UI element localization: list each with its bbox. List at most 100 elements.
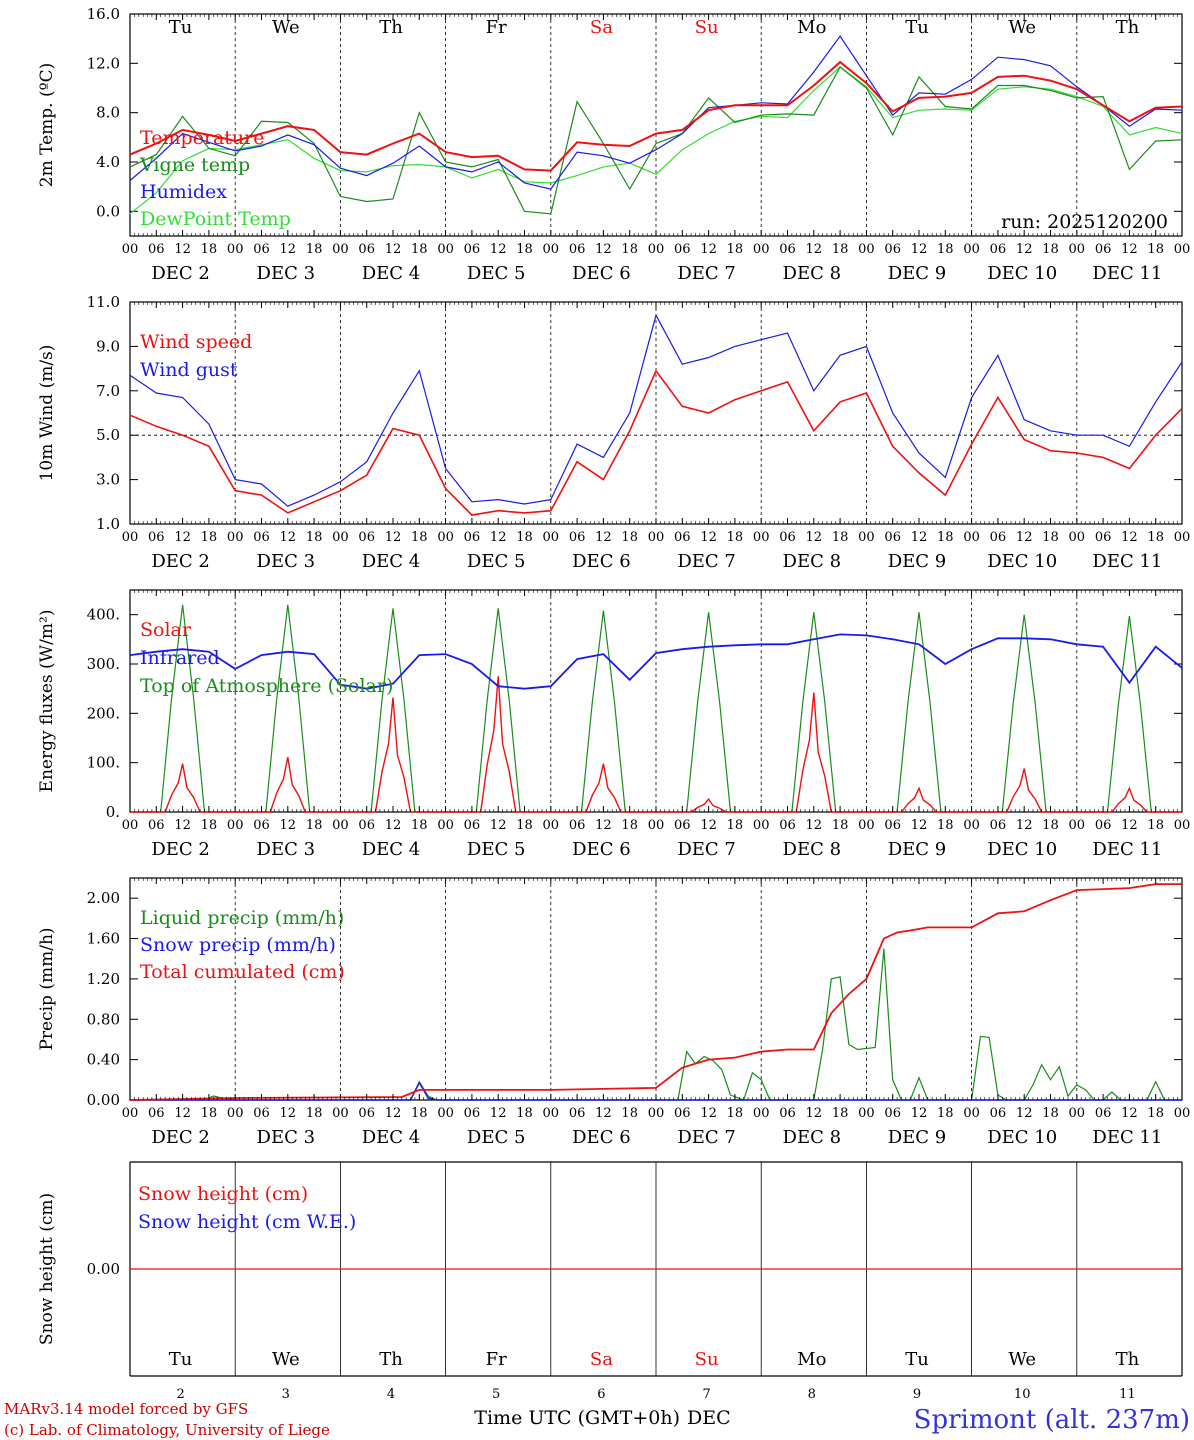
location-label: Sprimont (alt. 237m)	[914, 1405, 1190, 1435]
y-tick-label: 5.0	[96, 426, 120, 444]
date-label: DEC 11	[1092, 263, 1162, 284]
date-label: DEC 4	[362, 1127, 421, 1148]
hour-label: 18	[516, 818, 533, 833]
hour-label: 06	[779, 818, 796, 833]
hour-label: 06	[779, 530, 796, 545]
hour-label: 06	[884, 818, 901, 833]
hour-label: 18	[937, 530, 954, 545]
hour-label: 18	[201, 818, 218, 833]
date-label: DEC 3	[257, 1127, 316, 1148]
legend-entry: Infrared	[140, 647, 220, 669]
hour-label: 12	[911, 818, 928, 833]
run-label: run: 2025120200	[1001, 211, 1168, 233]
hour-label: 06	[253, 818, 270, 833]
legend-entry: Temperature	[140, 127, 264, 149]
hour-label: 18	[306, 818, 323, 833]
hour-label: 12	[385, 242, 402, 257]
hour-label: 00	[753, 242, 770, 257]
series-line-infrared	[129, 633, 1183, 690]
hour-label: 18	[621, 242, 638, 257]
date-label: DEC 9	[888, 263, 947, 284]
hour-label: 06	[569, 1106, 586, 1121]
date-label: DEC 7	[677, 1127, 736, 1148]
hour-label: 12	[911, 1106, 928, 1121]
date-label: DEC 5	[467, 551, 526, 572]
y-tick-label: 9.0	[96, 337, 120, 355]
hour-label: 00	[1174, 242, 1191, 257]
day-name: We	[272, 1349, 300, 1370]
hour-label: 18	[937, 818, 954, 833]
hour-label: 18	[937, 242, 954, 257]
day-name: Th	[379, 17, 403, 38]
date-label: DEC 4	[362, 839, 421, 860]
hour-label: 12	[595, 242, 612, 257]
hour-label: 12	[1121, 818, 1138, 833]
hour-label: 00	[963, 818, 980, 833]
hour-label: 18	[306, 242, 323, 257]
hour-label: 00	[332, 818, 349, 833]
y-tick-label: 0.40	[87, 1051, 120, 1069]
hour-label: 18	[1042, 530, 1059, 545]
date-label: DEC 5	[467, 1127, 526, 1148]
hour-label: 06	[148, 242, 165, 257]
y-tick-label: 12.0	[87, 54, 120, 72]
y-tick-label: 1.60	[87, 930, 120, 948]
day-number: 11	[1119, 1387, 1136, 1402]
date-label: DEC 2	[151, 839, 210, 860]
hour-label: 00	[963, 1106, 980, 1121]
hour-label: 12	[490, 242, 507, 257]
hour-label: 06	[884, 1106, 901, 1121]
day-name: We	[1008, 1349, 1036, 1370]
hour-label: 12	[1121, 1106, 1138, 1121]
day-name: Tu	[169, 17, 193, 38]
legend-entry: Wind gust	[140, 359, 238, 381]
hour-label: 06	[884, 242, 901, 257]
series-line-vigne-temp	[129, 66, 1183, 215]
hour-label: 18	[1042, 242, 1059, 257]
hour-label: 00	[1069, 818, 1086, 833]
time-axis-2: 00 06 12 18 DEC 2 00 06 12 18 DEC 3 00 06 12 18 DEC 4 0…	[122, 590, 1190, 860]
hour-label: 00	[858, 530, 875, 545]
hour-label: 06	[1095, 530, 1112, 545]
hour-label: 06	[464, 818, 481, 833]
day-name: Su	[695, 17, 719, 38]
hour-label: 06	[464, 242, 481, 257]
y-tick-label: 200.	[87, 704, 120, 722]
hour-label: 00	[437, 1106, 454, 1121]
y-tick-label: 300.	[87, 655, 120, 673]
hour-label: 12	[1121, 530, 1138, 545]
hour-label: 12	[911, 242, 928, 257]
hour-label: 06	[464, 530, 481, 545]
day-number: 3	[282, 1387, 290, 1402]
hour-label: 00	[858, 1106, 875, 1121]
hour-label: 00	[122, 818, 139, 833]
date-label: DEC 5	[467, 263, 526, 284]
hour-label: 00	[332, 1106, 349, 1121]
date-label: DEC 3	[257, 263, 316, 284]
hour-label: 12	[1016, 530, 1033, 545]
hour-label: 12	[280, 818, 297, 833]
hour-label: 00	[1069, 242, 1086, 257]
hour-label: 18	[306, 530, 323, 545]
date-label: DEC 3	[257, 551, 316, 572]
hour-label: 00	[122, 242, 139, 257]
legend-0: Temperature Vigne temp Humidex DewPoint Tem…	[139, 127, 291, 230]
day-name: Fr	[486, 17, 507, 38]
hour-label: 00	[1174, 1106, 1191, 1121]
day-name: Fr	[486, 1349, 507, 1370]
hour-label: 06	[358, 1106, 375, 1121]
hour-label: 00	[1174, 530, 1191, 545]
day-number: 2	[176, 1387, 184, 1402]
y-tick-label: 7.0	[96, 382, 120, 400]
hour-label: 18	[201, 530, 218, 545]
hour-label: 18	[832, 818, 849, 833]
y-axis-label: Snow height (cm)	[37, 1193, 57, 1345]
hour-label: 18	[1042, 1106, 1059, 1121]
hour-label: 12	[490, 530, 507, 545]
legend-entry: Snow height (cm W.E.)	[138, 1211, 356, 1233]
hour-label: 00	[543, 818, 560, 833]
hour-label: 00	[437, 818, 454, 833]
y-tick-label: 11.0	[87, 293, 120, 311]
hour-label: 18	[411, 530, 428, 545]
